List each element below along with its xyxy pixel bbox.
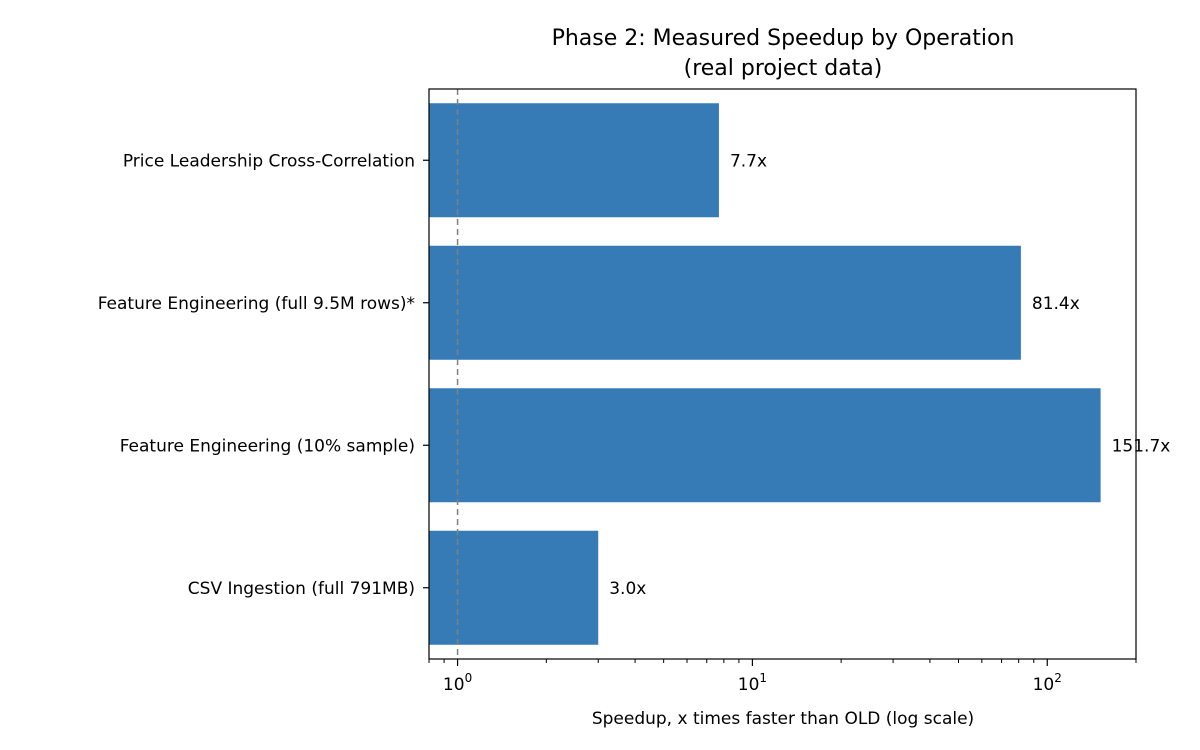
bar-value-label: 81.4x [1032,294,1080,314]
y-tick-label: Feature Engineering (10% sample) [120,436,415,456]
x-axis: 100 101 102 [428,659,1137,695]
bar [429,388,1101,503]
bars-layer: 7.7x 81.4x 151.7x 3.0x [429,103,1170,645]
x-tick-label: 100 [443,671,472,695]
y-tick-label: Price Leadership Cross-Correlation [123,151,415,171]
y-axis: Price Leadership Cross-Correlation Featur… [98,151,429,599]
y-tick-label: Feature Engineering (full 9.5M rows)* [98,294,415,314]
bar [429,103,719,218]
x-tick-label: 102 [1033,671,1062,695]
bar [429,530,599,645]
bar-value-label: 3.0x [609,579,646,599]
plot-frame [428,88,1137,660]
x-tick-label: 101 [738,671,767,695]
bar-value-label: 151.7x [1112,436,1171,456]
bar [429,245,1021,360]
y-tick-label: CSV Ingestion (full 791MB) [188,579,415,599]
x-axis-label: Speedup, x times faster than OLD (log sc… [592,709,974,729]
chart-subtitle: (real project data) [684,56,883,81]
chart-title: Phase 2: Measured Speedup by Operation [552,26,1015,51]
bar-value-label: 7.7x [730,151,767,171]
